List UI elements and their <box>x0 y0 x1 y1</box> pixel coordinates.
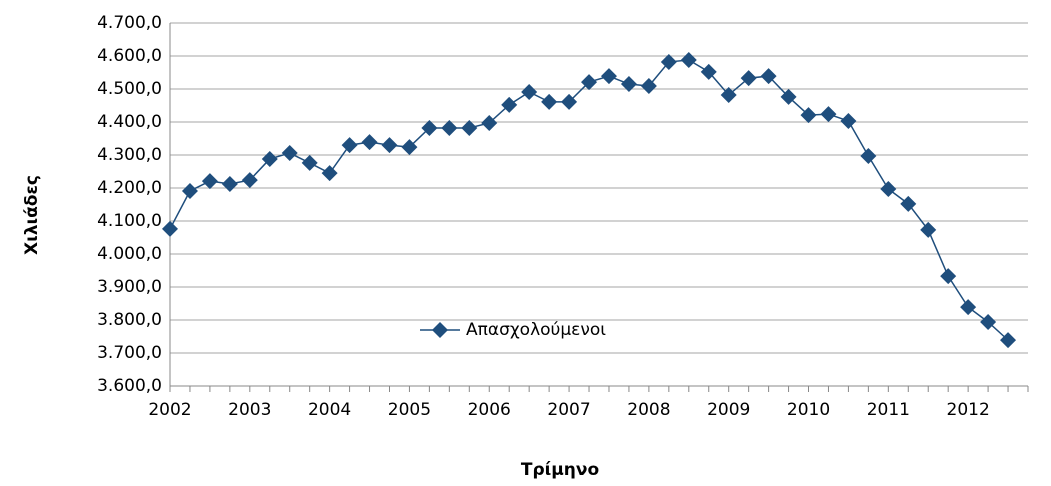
x-tick-label: 2003 <box>228 400 271 420</box>
x-tick-label: 2005 <box>388 400 431 420</box>
data-point <box>381 137 398 154</box>
data-point <box>221 176 238 193</box>
x-tick-label: 2004 <box>308 400 351 420</box>
data-point <box>620 76 637 93</box>
data-point <box>401 139 418 156</box>
y-tick-label: 4.300,0 <box>97 145 162 165</box>
y-tick-label: 3.700,0 <box>97 343 162 363</box>
data-point <box>261 150 278 167</box>
data-point <box>700 63 717 80</box>
data-point <box>740 70 757 87</box>
y-tick-label: 4.400,0 <box>97 112 162 132</box>
data-point <box>780 88 797 105</box>
y-tick-label: 3.600,0 <box>97 376 162 396</box>
data-point <box>581 74 598 91</box>
data-point <box>760 68 777 85</box>
y-tick-label: 4.100,0 <box>97 211 162 231</box>
x-tick-label: 2011 <box>867 400 910 420</box>
data-point <box>720 86 737 103</box>
data-point <box>541 93 558 110</box>
data-point <box>481 114 498 131</box>
x-axis-title: Τρίμηνο <box>521 460 599 480</box>
x-tick-label: 2012 <box>947 400 990 420</box>
legend-label: Απασχολούμενοι <box>466 320 606 340</box>
data-point <box>800 107 817 124</box>
series-line <box>169 59 1009 341</box>
data-point <box>241 172 258 189</box>
data-point <box>680 51 697 68</box>
data-point <box>920 221 937 238</box>
data-point <box>281 145 298 162</box>
data-point <box>840 113 857 130</box>
data-point <box>960 299 977 316</box>
x-tick-label: 2006 <box>468 400 511 420</box>
y-axis-title: Χιλιάδες <box>22 175 42 255</box>
y-tick-label: 4.500,0 <box>97 79 162 99</box>
data-point <box>640 78 657 95</box>
data-point <box>441 119 458 136</box>
data-point <box>940 268 957 285</box>
data-point <box>900 195 917 212</box>
data-point <box>421 119 438 136</box>
legend-marker <box>432 322 448 338</box>
y-tick-label: 3.900,0 <box>97 277 162 297</box>
data-point <box>1000 332 1017 349</box>
data-point <box>561 93 578 110</box>
y-tick-label: 4.600,0 <box>97 46 162 66</box>
data-point <box>181 182 198 199</box>
x-tick-label: 2002 <box>148 400 191 420</box>
data-point <box>201 173 218 190</box>
data-point <box>461 119 478 136</box>
data-point <box>860 147 877 164</box>
data-point <box>162 220 178 237</box>
data-point <box>980 313 997 330</box>
data-point <box>660 53 677 70</box>
data-point <box>301 154 318 171</box>
data-point <box>341 137 358 154</box>
data-point <box>880 180 897 197</box>
y-tick-label: 4.000,0 <box>97 244 162 264</box>
x-tick-label: 2009 <box>707 400 750 420</box>
data-point <box>361 134 378 151</box>
data-point <box>521 83 538 100</box>
x-tick-label: 2008 <box>627 400 670 420</box>
data-point <box>501 96 518 113</box>
data-point <box>820 106 837 123</box>
data-point <box>321 165 338 182</box>
data-point <box>600 68 617 85</box>
y-tick-label: 3.800,0 <box>97 310 162 330</box>
x-tick-label: 2010 <box>787 400 830 420</box>
y-tick-label: 4.200,0 <box>97 178 162 198</box>
x-tick-label: 2007 <box>547 400 590 420</box>
y-tick-label: 4.700,0 <box>97 13 162 33</box>
